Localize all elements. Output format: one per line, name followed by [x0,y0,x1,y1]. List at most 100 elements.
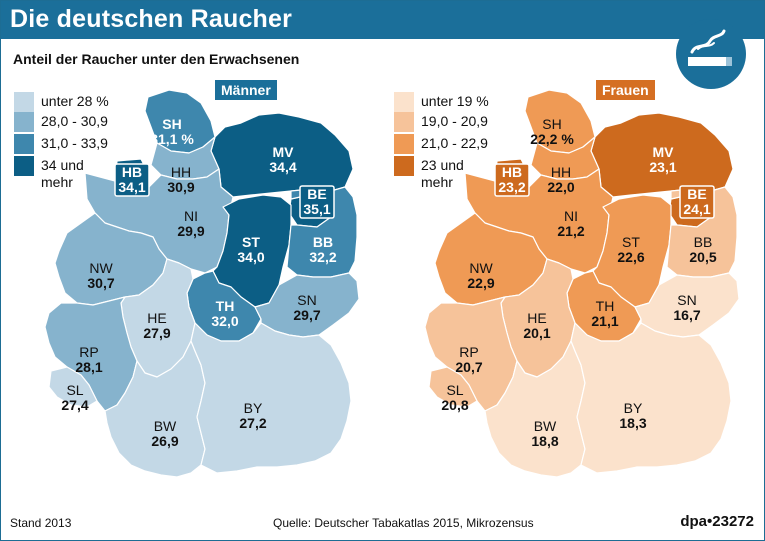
state-code-ni: NI [184,208,198,224]
state-code-sl: SL [446,382,463,398]
footer-status: Stand 2013 [10,516,72,530]
legend-swatch [14,134,34,154]
state-value-bb: 32,2 [309,249,336,265]
state-value-ni: 29,9 [177,223,204,239]
state-code-th: TH [596,298,615,314]
state-value-be: 35,1 [303,201,330,217]
state-value-st: 34,0 [237,249,264,265]
state-code-bw: BW [154,418,177,434]
state-value-hb: 23,2 [498,179,525,195]
state-by [570,322,732,474]
state-code-bb: BB [694,234,713,250]
state-value-mv: 23,1 [649,159,676,175]
state-value-th: 21,1 [591,313,618,329]
legend-swatch [394,134,414,154]
state-value-hh: 22,0 [547,179,574,195]
legend-swatch [394,112,414,132]
label-box-hb [494,163,530,197]
state-value-mv: 34,4 [269,159,296,175]
label-frauen: Frauen [596,80,655,100]
smoking-cigarette-icon [676,19,746,89]
state-value-bw: 26,9 [151,433,178,449]
state-code-sl: SL [66,382,83,398]
state-value-by: 27,2 [239,415,266,431]
subtitle: Anteil der Raucher unter den Erwachsenen [13,51,300,67]
state-code-rp: RP [459,344,478,360]
state-code-st: ST [622,234,640,250]
state-code-sh: SH [542,116,561,132]
state-code-he: HE [527,310,546,326]
state-value-st: 22,6 [617,249,644,265]
state-code-st: ST [242,234,260,250]
legend-label: 31,0 - 33,9 [41,135,108,151]
agency-prefix: dpa [680,513,708,530]
legend-label: 34 und mehr [41,157,84,190]
state-code-by: BY [244,400,263,416]
legend-label: 19,0 - 20,9 [421,113,488,129]
state-code-sh: SH [162,116,181,132]
state-sl [428,366,478,408]
state-value-be: 24,1 [683,201,710,217]
state-value-sl: 27,4 [61,397,88,413]
legend-label: 21,0 - 22,9 [421,135,488,151]
state-code-hh: HH [171,164,191,180]
state-sl [48,366,98,408]
agency-dot: • [707,513,713,530]
state-code-sn: SN [297,292,316,308]
state-code-mv: MV [653,144,675,160]
title-banner: Die deutschen Raucher [1,1,764,39]
page-title: Die deutschen Raucher [10,5,293,33]
legend-label: unter 19 % [421,93,489,109]
label-box-hb [114,163,150,197]
state-code-rp: RP [79,344,98,360]
state-value-rp: 20,7 [455,359,482,375]
state-code-be: BE [307,186,326,202]
state-code-bw: BW [534,418,557,434]
state-code-he: HE [147,310,166,326]
state-value-bw: 18,8 [531,433,558,449]
state-value-sh: 31,1 % [150,131,194,147]
state-value-nw: 30,7 [87,275,114,291]
state-value-th: 32,0 [211,313,238,329]
agency-credit: dpa•23272 [680,513,754,530]
agency-id: 23272 [712,513,754,530]
state-code-ni: NI [564,208,578,224]
label-box-be [299,185,335,219]
state-value-bb: 20,5 [689,249,716,265]
state-code-be: BE [687,186,706,202]
state-value-rp: 28,1 [75,359,102,375]
state-value-by: 18,3 [619,415,646,431]
state-value-nw: 22,9 [467,275,494,291]
legend-swatch [14,112,34,132]
state-value-sl: 20,8 [441,397,468,413]
state-value-hb: 34,1 [118,179,145,195]
state-code-sn: SN [677,292,696,308]
state-code-hh: HH [551,164,571,180]
state-value-sn: 16,7 [673,307,700,323]
legend-swatch [14,156,34,176]
legend-swatch [14,92,34,112]
state-value-hh: 30,9 [167,179,194,195]
legend-label: 23 und mehr [421,157,464,190]
state-code-mv: MV [273,144,295,160]
state-value-ni: 21,2 [557,223,584,239]
legend-swatch [394,156,414,176]
state-value-sh: 22,2 % [530,131,574,147]
state-code-nw: NW [469,260,493,276]
state-code-hb: HB [502,164,522,180]
state-code-by: BY [624,400,643,416]
state-by [190,322,352,474]
state-code-bb: BB [313,234,333,250]
label-maenner: Männer [215,80,277,100]
legend-label: unter 28 % [41,93,109,109]
state-value-sn: 29,7 [293,307,320,323]
state-value-he: 27,9 [143,325,170,341]
state-code-hb: HB [122,164,142,180]
footer-source: Quelle: Deutscher Tabakatlas 2015, Mikro… [273,516,534,530]
state-value-he: 20,1 [523,325,550,341]
legend-swatch [394,92,414,112]
